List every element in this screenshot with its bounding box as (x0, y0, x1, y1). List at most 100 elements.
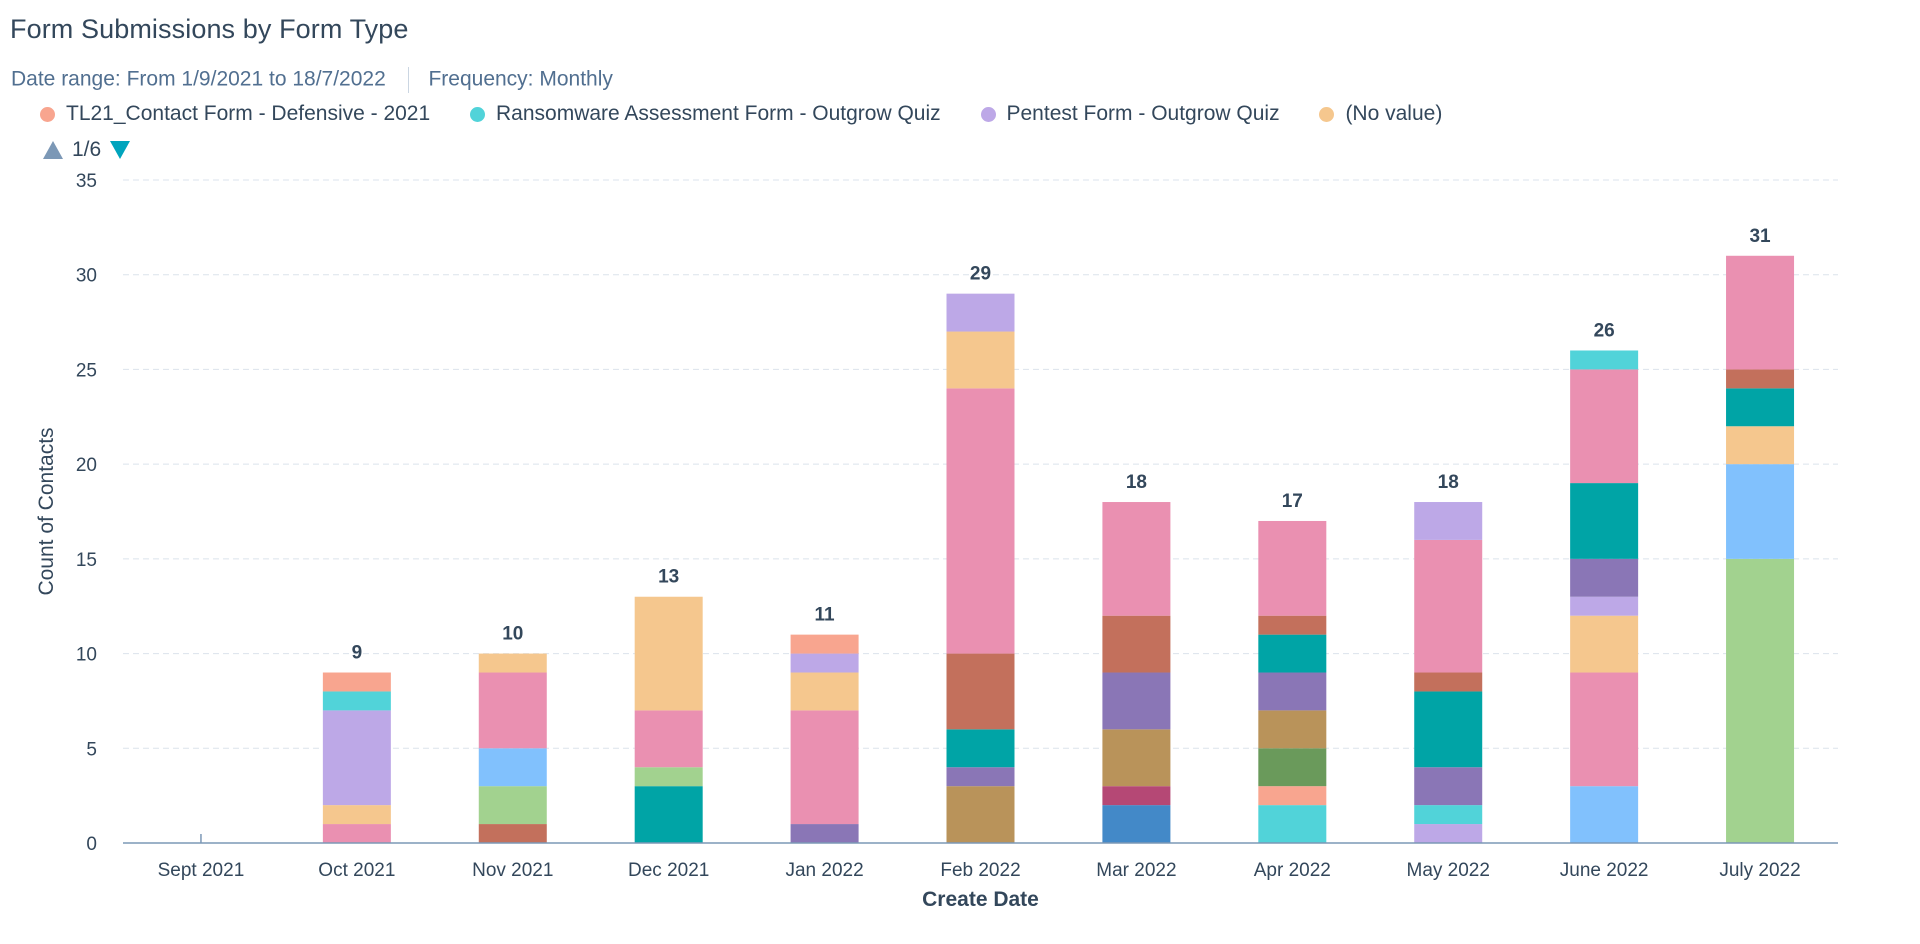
bar-segment[interactable] (1102, 502, 1171, 616)
legend-item-tl21-contact-form[interactable]: TL21_Contact Form - Defensive - 2021 (40, 102, 430, 126)
bar-segment[interactable] (1570, 615, 1639, 673)
bar-segment[interactable] (322, 805, 391, 825)
bar-segment[interactable] (322, 672, 391, 692)
x-tick-label: Feb 2022 (940, 860, 1020, 881)
bar-segment[interactable] (1258, 805, 1327, 843)
bar-total-label: 13 (658, 567, 679, 588)
bar-segment[interactable] (478, 672, 547, 749)
legend-label: TL21_Contact Form - Defensive - 2021 (66, 102, 431, 125)
legend-label: Ransomware Assessment Form - Outgrow Qui… (496, 102, 941, 125)
x-tick-label: Dec 2021 (628, 860, 709, 881)
bar-segment[interactable] (478, 786, 547, 825)
bar-segment[interactable] (1570, 369, 1639, 484)
bar-segment[interactable] (634, 767, 703, 787)
y-tick-label: 10 (76, 645, 97, 666)
bar-segment[interactable] (946, 653, 1015, 730)
triangle-up-icon[interactable] (42, 140, 64, 160)
bar-segment[interactable] (1258, 710, 1327, 749)
bar-totals: 9 10 13 11 29 18 17 18 26 31 (352, 226, 1771, 664)
legend-item-pentest-form[interactable]: Pentest Form - Outgrow Quiz (980, 102, 1280, 126)
bar-total-label: 17 (1282, 491, 1303, 512)
bar-segment[interactable] (1102, 729, 1171, 787)
bar-segment[interactable] (946, 388, 1015, 654)
bar-segment[interactable] (1102, 786, 1171, 806)
bar-segment[interactable] (1726, 255, 1795, 370)
x-tick-label: June 2022 (1560, 860, 1649, 881)
bar-segment[interactable] (946, 767, 1015, 787)
bar-segment[interactable] (634, 596, 703, 711)
y-axis-title: Count of Contacts (35, 427, 58, 595)
bar-segment[interactable] (790, 824, 859, 843)
legend-item-ransomware-assessment-form[interactable]: Ransomware Assessment Form - Outgrow Qui… (470, 102, 941, 126)
frequency-label: Frequency: (428, 67, 534, 91)
bar-segment[interactable] (1726, 388, 1795, 427)
bar-segment[interactable] (790, 672, 859, 711)
bar-segment[interactable] (1570, 558, 1639, 597)
legend-label: (No value) (1345, 102, 1443, 125)
legend-dot (980, 106, 996, 122)
legend-item-no-value[interactable]: (No value) (1319, 102, 1442, 126)
bar-segment[interactable] (478, 748, 547, 787)
bar-segment[interactable] (1414, 672, 1483, 692)
bar-total-label: 9 (352, 643, 363, 664)
bar-total-label: 31 (1749, 226, 1771, 247)
date-range-label: Date range: (11, 67, 121, 91)
bar-segment[interactable] (1414, 805, 1483, 825)
y-tick-label: 25 (76, 360, 97, 381)
bar-segment[interactable] (1414, 691, 1483, 768)
chart-legend: TL21_Contact Form - Defensive - 2021 Ran… (40, 102, 1476, 128)
bar-segment[interactable] (1570, 483, 1639, 559)
bar-segment[interactable] (1258, 615, 1327, 635)
bar-segment[interactable] (1102, 805, 1171, 843)
bar-segment[interactable] (634, 786, 703, 843)
x-axis-ticks: Sept 2021 Oct 2021 Nov 2021 Dec 2021 Jan 202… (158, 834, 1801, 881)
x-tick-label: July 2022 (1719, 860, 1800, 881)
bar-segment[interactable] (946, 729, 1015, 768)
bar-segment[interactable] (478, 824, 547, 843)
bar-segment[interactable] (946, 331, 1015, 389)
bar-segment[interactable] (322, 691, 391, 711)
bar-segment[interactable] (790, 634, 859, 654)
bar-segment[interactable] (1570, 350, 1639, 370)
bar-segment[interactable] (1414, 539, 1483, 673)
frequency-value[interactable]: Monthly (539, 67, 613, 91)
bar-segment[interactable] (322, 710, 391, 806)
x-tick-label: Mar 2022 (1096, 860, 1176, 881)
bar-segment[interactable] (1414, 824, 1483, 843)
bar-segment[interactable] (1102, 672, 1171, 730)
bar-segment[interactable] (790, 710, 859, 825)
bar-segment[interactable] (1570, 672, 1639, 787)
bar-segment[interactable] (1570, 786, 1639, 843)
grid-lines (123, 179, 1838, 749)
bar-segment[interactable] (1726, 464, 1795, 559)
bar-segment[interactable] (322, 824, 391, 843)
x-axis-title: Create Date (922, 888, 1039, 911)
legend-label: Pentest Form - Outgrow Quiz (1006, 102, 1280, 125)
bar-total-label: 26 (1594, 320, 1615, 341)
bar-segment[interactable] (1258, 634, 1327, 673)
bar-segment[interactable] (946, 786, 1015, 843)
bar-segment[interactable] (946, 293, 1015, 332)
bar-segment[interactable] (1726, 558, 1795, 843)
bar-segment[interactable] (1414, 502, 1483, 540)
y-axis-ticks: 0 5 10 15 20 25 30 35 (76, 171, 97, 855)
bar-segment[interactable] (790, 653, 859, 673)
bars (322, 255, 1795, 843)
bar-segment[interactable] (1414, 767, 1483, 806)
bar-segment[interactable] (1258, 786, 1327, 806)
triangle-down-icon[interactable] (109, 140, 131, 160)
bar-segment[interactable] (1570, 596, 1639, 616)
legend-dot (1319, 106, 1335, 122)
bar-segment[interactable] (1258, 748, 1327, 787)
y-tick-label: 5 (86, 739, 97, 760)
bar-segment[interactable] (1726, 369, 1795, 389)
bar-segment[interactable] (1258, 520, 1327, 616)
report-meta: Date range: From 1/9/2021 to 18/7/2022 F… (11, 67, 613, 93)
bar-segment[interactable] (1258, 672, 1327, 711)
bar-segment[interactable] (1102, 615, 1171, 673)
bar-segment[interactable] (1726, 426, 1795, 465)
bar-segment[interactable] (478, 653, 547, 673)
bar-segment[interactable] (634, 710, 703, 768)
date-range-value[interactable]: From 1/9/2021 to 18/7/2022 (126, 67, 386, 91)
